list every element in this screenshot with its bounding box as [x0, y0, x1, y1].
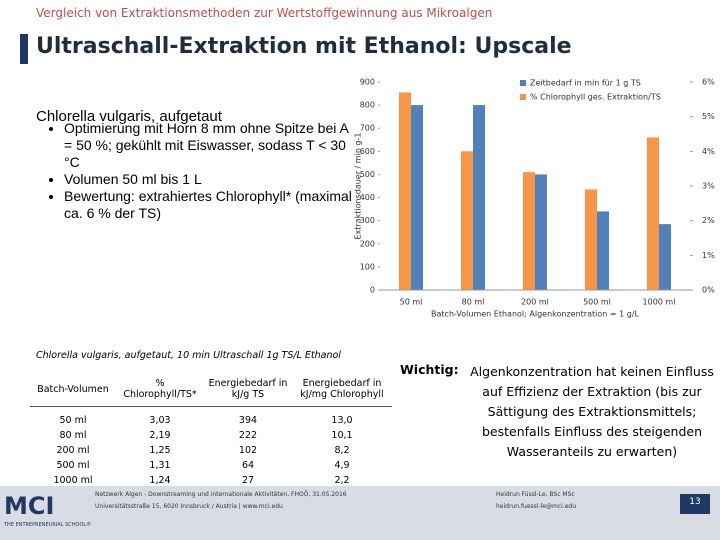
- bullet: Bewertung: extrahiertes Chlorophyll* (ma…: [64, 188, 354, 222]
- legend-box: [515, 74, 680, 104]
- table-cell: 500 ml: [56, 460, 90, 471]
- x-tick-label: 80 ml: [462, 298, 485, 307]
- footer-event: Netzwerk Algen - Downstreaming und inter…: [95, 491, 347, 498]
- tagline: THE ENTREPRENEURIAL SCHOOL®: [4, 522, 92, 528]
- table-cell: 2,19: [149, 430, 171, 441]
- table-cell: 102: [238, 445, 258, 456]
- footer-email: heidrun.fuessl-le@mci.edu: [496, 503, 577, 510]
- y-tick-label: 600: [360, 147, 375, 156]
- y-axis-title: Extraktionsdauer / min g-1: [354, 133, 363, 240]
- footer-address: Universitätsstraße 15, 6020 Innsbruck / …: [95, 503, 283, 510]
- header-cell: Energiebedarf in kJ/g TS: [208, 378, 288, 400]
- note-text: Algenkonzentration hat keinen Einfluss a…: [470, 364, 714, 459]
- y2-tick-label: 1%: [702, 251, 715, 260]
- x-tick-label: 50 ml: [400, 298, 423, 307]
- bar: [647, 137, 659, 290]
- table-cell: 13,0: [331, 415, 353, 426]
- table-cell: 27: [241, 475, 255, 486]
- top-band: [0, 0, 720, 28]
- table-row: 50 ml 3,03 394 13,0: [30, 407, 392, 429]
- table-cell: 4,9: [334, 460, 350, 471]
- table-cell: 394: [238, 415, 258, 426]
- y-tick-label: 700: [360, 124, 375, 133]
- table-cell: 1,31: [149, 460, 171, 471]
- x-tick-label: 1000 ml: [643, 298, 676, 307]
- table-cell: 8,2: [334, 445, 350, 456]
- y-tick-label: 300: [360, 216, 375, 225]
- page-box: [680, 494, 710, 514]
- table-row: 80 ml 2,19 222 10,1: [30, 428, 392, 443]
- y-tick-label: 100: [360, 262, 375, 271]
- table-row: 1000 ml 1,24 27 2,2: [30, 473, 392, 488]
- bar: [535, 174, 547, 290]
- y2-tick-label: 4%: [702, 147, 715, 156]
- table-caption: Chlorella vulgaris, aufgetaut, 10 min Ul…: [36, 350, 341, 361]
- title-bar: [20, 34, 28, 64]
- bar: [411, 105, 423, 290]
- y-tick-label: 500: [360, 170, 375, 179]
- note-label: Wichtig:: [400, 362, 459, 377]
- page-number: 13: [689, 497, 701, 507]
- table-cell: 200 ml: [56, 445, 90, 456]
- chart: 0 100 200 300 400 500 600 700 800 900 0% 1% 2% 3% 4% 5%…: [354, 74, 715, 319]
- y-tick-label: 800: [360, 101, 375, 110]
- bullets: Optimierung mit Horn 8 mm ohne Spitze be…: [22, 120, 354, 222]
- table-cell: 1000 ml: [53, 475, 93, 486]
- legend-label: Zeitbedarf in min für 1 g TS: [530, 79, 641, 88]
- y-tick-label: 200: [360, 239, 375, 248]
- legend-label: % Chlorophyll ges. Extraktion/TS: [530, 93, 661, 102]
- x-tick-label: 200 ml: [521, 298, 549, 307]
- data-table: Batch-Volumen % Chlorophyll/TS* Energiebed…: [30, 372, 392, 488]
- bar: [461, 151, 473, 290]
- footer-author: Heidrun Füssl-Le, BSc MSc: [496, 491, 575, 498]
- bar: [585, 189, 597, 290]
- table-cell: 222: [238, 430, 258, 441]
- y2-tick-label: 5%: [702, 112, 715, 121]
- logo: MCI: [4, 492, 55, 520]
- bar: [597, 211, 609, 290]
- table-cell: 2,2: [334, 475, 350, 486]
- y2-tick-label: 3%: [702, 182, 715, 191]
- table-row: 200 ml 1,25 102 8,2: [30, 443, 392, 458]
- bar: [523, 172, 535, 290]
- bullet: Optimierung mit Horn 8 mm ohne Spitze be…: [64, 120, 354, 171]
- header-cell: Energiebedarf in kJ/mg Chlorophyll: [300, 378, 384, 400]
- table-cell: 10,1: [331, 430, 353, 441]
- table-cell: 1,24: [149, 475, 171, 486]
- y-tick-label: 900: [360, 78, 375, 87]
- bar: [399, 92, 411, 291]
- intro-heading: Chlorella vulgaris, aufgetaut: [36, 108, 222, 125]
- x-axis-title: Batch-Volumen Ethanol; Algenkonzentratio…: [431, 310, 639, 319]
- table-row: 500 ml 1,31 64 4,9: [30, 458, 392, 473]
- footer: [0, 486, 720, 540]
- kicker: Vergleich von Extraktionsmethoden zur We…: [36, 6, 493, 20]
- y2-tick-label: 0%: [702, 286, 715, 295]
- x-tick-label: 500 ml: [583, 298, 611, 307]
- table-cell: 3,03: [149, 415, 171, 426]
- legend-swatch: [520, 80, 526, 86]
- table-cell: 1,25: [149, 445, 171, 456]
- title: Ultraschall-Extraktion mit Ethanol: Upsc…: [36, 34, 572, 59]
- header-row: Batch-Volumen % Chlorophyll/TS* Energiebed…: [30, 372, 392, 407]
- y2-tick-label: 2%: [702, 216, 715, 225]
- header-cell: Batch-Volumen: [37, 383, 109, 395]
- bullet: Volumen 50 ml bis 1 L: [64, 171, 354, 188]
- y-tick-label: 400: [360, 193, 375, 202]
- y2-tick-label: 6%: [702, 78, 715, 87]
- legend-swatch: [520, 94, 526, 100]
- y-tick-label: 0: [370, 286, 375, 295]
- table-cell: 80 ml: [59, 430, 87, 441]
- table-cell: 64: [241, 460, 255, 471]
- bar: [659, 224, 671, 290]
- header-cell: % Chlorophyll/TS*: [123, 378, 197, 400]
- bar: [473, 105, 485, 290]
- table-cell: 50 ml: [59, 415, 87, 426]
